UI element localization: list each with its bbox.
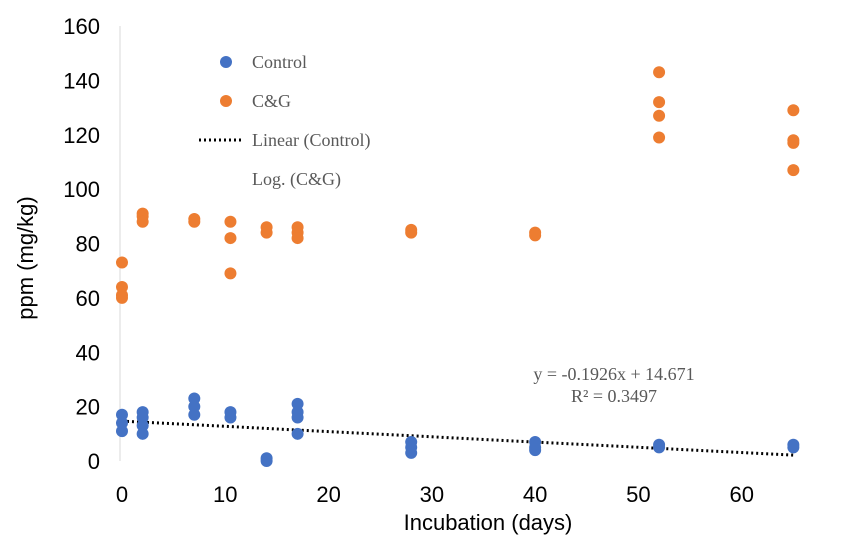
control-point <box>188 408 201 421</box>
control-point <box>291 411 304 424</box>
control-point <box>224 411 237 424</box>
legend-marker-control <box>220 56 232 68</box>
c-g-point <box>136 215 149 228</box>
control-point <box>136 427 149 440</box>
data-points <box>116 66 800 467</box>
c-g-point <box>224 232 237 245</box>
c-g-point <box>529 229 542 242</box>
x-tick-label: 20 <box>316 482 340 507</box>
c-g-point <box>787 104 800 117</box>
trendline-equation: y = -0.1926x + 14.671 <box>533 364 694 384</box>
c-g-point <box>188 215 201 228</box>
trendline-annotation: y = -0.1926x + 14.671 R² = 0.3497 <box>533 364 694 406</box>
control-point <box>291 427 304 440</box>
y-tick-label: 0 <box>88 449 100 474</box>
y-tick-label: 100 <box>63 177 100 202</box>
c-g-point <box>653 131 666 144</box>
legend-label-linear-control: Linear (Control) <box>252 130 370 151</box>
x-tick-labels: 0 10 20 30 40 50 60 <box>116 482 754 507</box>
trendline-layer <box>121 419 794 457</box>
y-axis-title: ppm (mg/kg) <box>13 196 38 319</box>
x-tick-label: 30 <box>420 482 444 507</box>
c-g-point <box>224 267 237 280</box>
control-point <box>653 441 666 454</box>
linear-trendline <box>121 419 794 457</box>
control-point <box>787 441 800 454</box>
control-point <box>405 446 418 459</box>
c-g-point <box>787 136 800 149</box>
c-g-point <box>116 256 128 269</box>
x-tick-label: 10 <box>213 482 237 507</box>
c-g-point <box>224 215 237 228</box>
x-tick-label: 40 <box>523 482 547 507</box>
legend-label-control: Control <box>252 52 307 72</box>
y-tick-label: 20 <box>76 395 100 420</box>
y-tick-label: 40 <box>76 340 100 365</box>
c-g-point <box>116 291 128 304</box>
c-g-point <box>291 232 304 245</box>
y-tick-label: 140 <box>63 68 100 93</box>
y-tick-label: 80 <box>76 232 100 257</box>
x-tick-label: 50 <box>626 482 650 507</box>
trendline-r-squared: R² = 0.3497 <box>571 386 657 406</box>
legend-label-log-c-g: Log. (C&G) <box>252 169 341 190</box>
x-tick-label: 0 <box>116 482 128 507</box>
y-tick-label: 60 <box>76 286 100 311</box>
x-tick-label: 60 <box>729 482 753 507</box>
c-g-point <box>260 226 273 239</box>
y-tick-labels: 0 20 40 60 80 100 120 140 160 <box>63 14 100 474</box>
legend-label-c-g: C&G <box>252 91 291 111</box>
c-g-point <box>653 96 666 109</box>
control-point <box>260 455 273 467</box>
y-tick-label: 120 <box>63 123 100 148</box>
c-g-point <box>653 66 666 79</box>
legend: Control C&G Linear (Control) Log. (C&G) <box>199 52 370 190</box>
c-g-point <box>787 164 800 177</box>
x-axis-title: Incubation (days) <box>404 510 573 535</box>
control-point <box>116 425 128 438</box>
y-tick-label: 160 <box>63 14 100 39</box>
control-point <box>529 444 542 457</box>
c-g-point <box>405 226 418 239</box>
legend-marker-c-g <box>220 95 232 107</box>
c-g-point <box>653 109 666 122</box>
